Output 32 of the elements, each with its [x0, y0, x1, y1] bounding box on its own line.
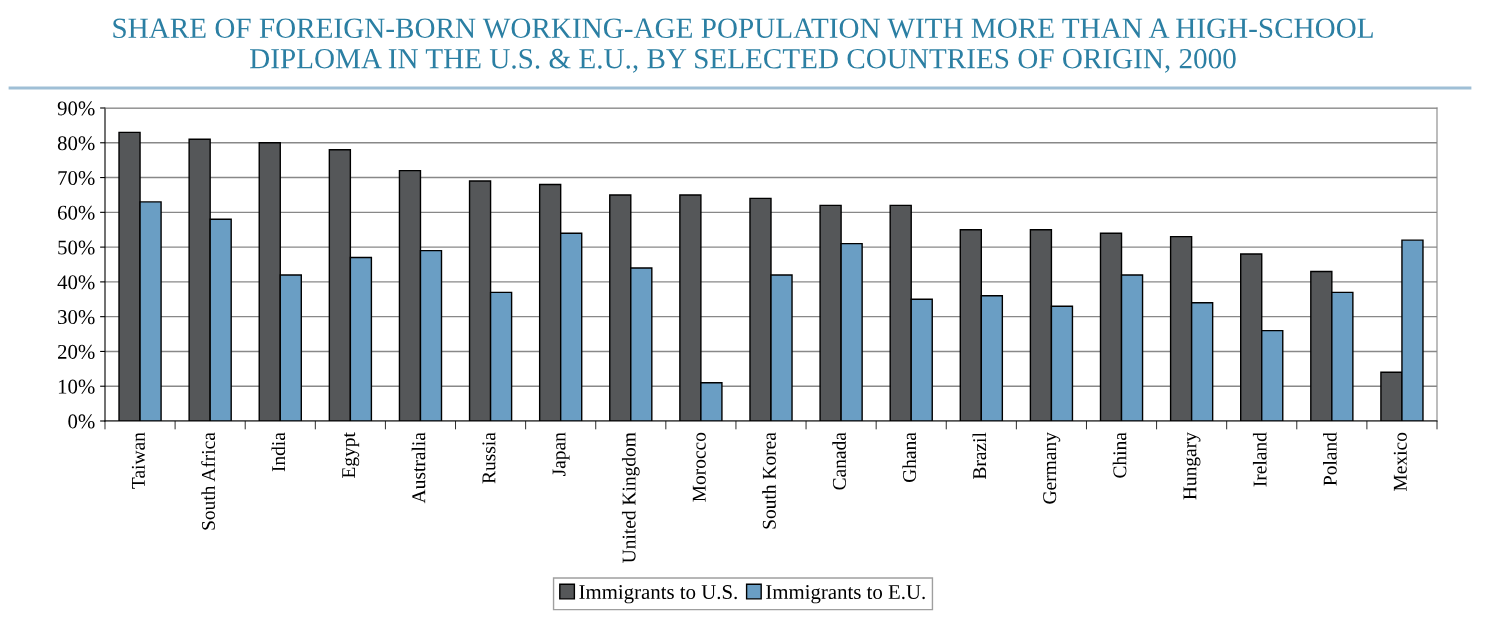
y-tick-label: 70%	[58, 170, 95, 186]
x-tick-label: South Korea	[762, 432, 776, 529]
y-tick-label: 60%	[57, 205, 95, 220]
x-tick-label: Germany	[1043, 432, 1061, 504]
x-tick-label: Canada	[832, 432, 846, 490]
x-tick-label: South Africa	[201, 432, 216, 530]
y-tick-label: 30%	[58, 310, 95, 325]
x-tick-label: Hungary	[1183, 432, 1201, 500]
x-tick-label: Ghana	[902, 432, 917, 483]
x-tick-label: Egypt	[342, 432, 360, 478]
x-tick-label: Ireland	[1252, 432, 1267, 487]
y-tick-label: 90%	[57, 101, 95, 116]
x-tick-label: Morocco	[692, 432, 706, 502]
y-tick-label: 80%	[57, 136, 95, 151]
x-tick-label: Australia	[411, 432, 426, 504]
chart-title: SHARE OF FOREIGN-BORN WORKING-AGE POPULATION WITH MORE THAN A HIGH-SCHOOL DIPLOMA IN THE U.S. & E.U., BY SELECTED COUNTRIES OF ORIGIN, 2000	[113, 18, 1373, 73]
y-tick-label: 40%	[57, 275, 95, 290]
y-tick-label: 0%	[68, 414, 95, 429]
x-tick-label: United Kingdom	[621, 432, 640, 563]
y-tick-label: 50%	[58, 240, 95, 255]
x-tick-label: Japan	[552, 432, 570, 476]
legend-label: Immigrants to E.U.	[766, 585, 925, 604]
x-tick-label: China	[1112, 432, 1127, 478]
x-tick-label: Poland	[1323, 432, 1337, 486]
legend-label: Immigrants to U.S.	[579, 585, 737, 604]
x-tick-label: Russia	[482, 432, 496, 484]
x-tick-label: Brazil	[972, 432, 987, 480]
x-tick-label: Taiwan	[131, 432, 145, 489]
x-tick-label: Mexico	[1393, 432, 1407, 491]
y-tick-label: 20%	[58, 344, 95, 359]
x-tick-label: India	[271, 432, 286, 472]
y-tick-label: 10%	[58, 379, 95, 394]
